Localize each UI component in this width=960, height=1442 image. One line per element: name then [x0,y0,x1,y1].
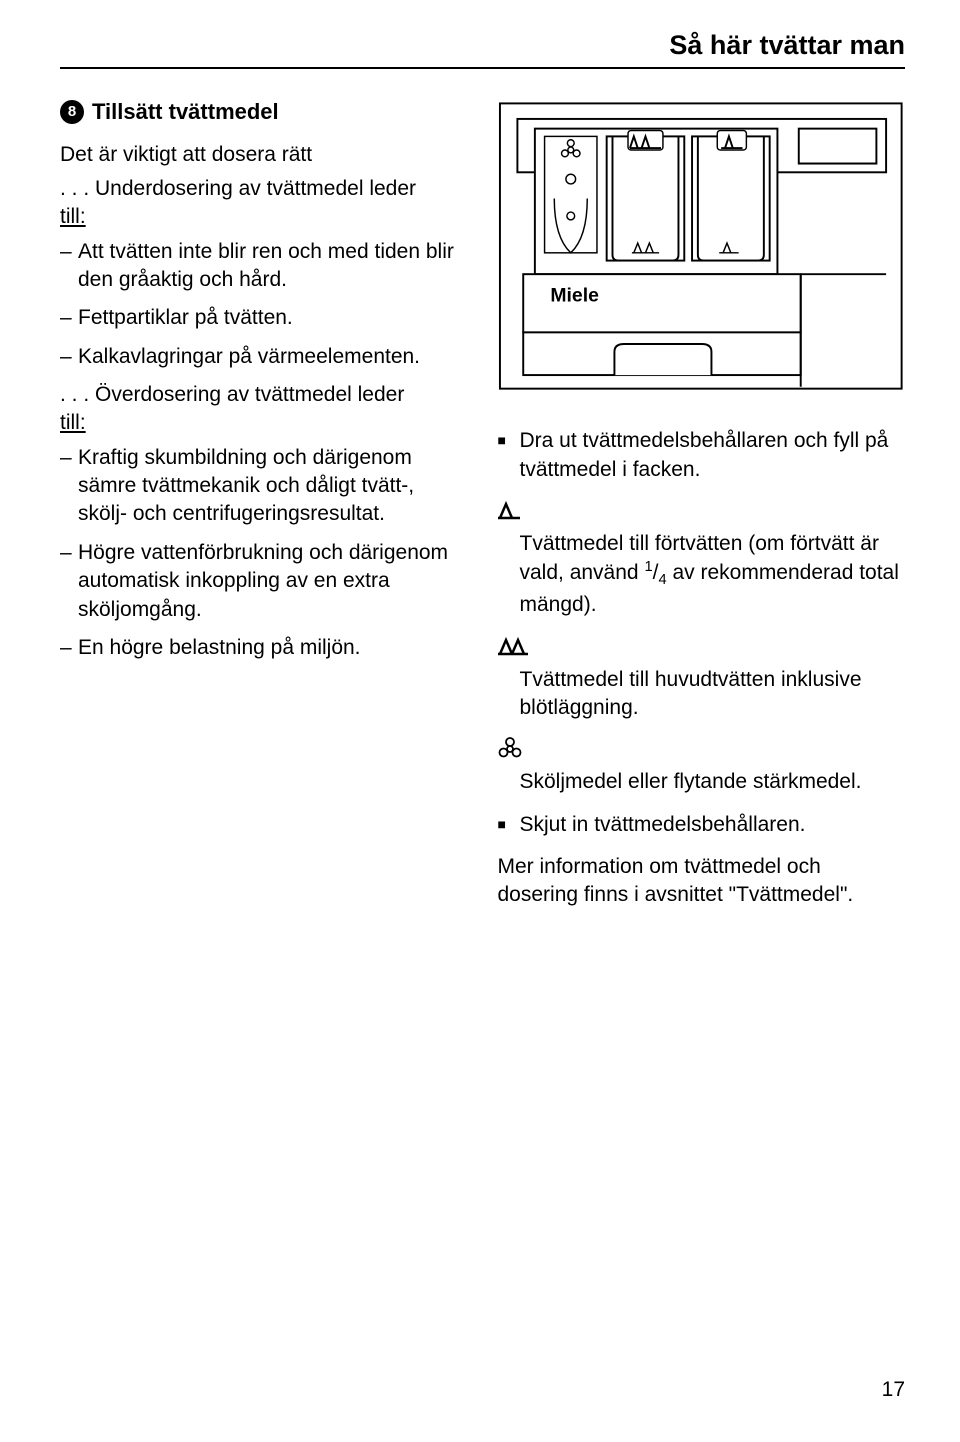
more-info-text: Mer information om tvättmedel och doseri… [498,853,906,910]
overdosing-lead-text: . . . Överdosering av tvättmedel leder [60,383,404,406]
comp1-denominator: 4 [658,573,666,589]
page-number: 17 [882,1378,905,1402]
overdosing-till: till: [60,411,86,434]
content-columns: 8 Tillsätt tvättmedel Det är viktigt att… [60,97,905,920]
softener-block: Sköljmedel eller flytande stärkmedel. [498,736,906,796]
brand-text: Miele [550,284,599,306]
softener-desc: Sköljmedel eller flytande stärkmedel. [498,768,906,796]
compartment-1-block: Tvättmedel till förtvätten (om förtvätt … [498,498,906,620]
compartment-1-icon [498,498,906,524]
underdosing-lead: . . . Underdosering av tvättmedel leder … [60,175,468,232]
step-title-text: Tillsätt tvättmedel [92,97,279,127]
underdosing-list: Att tvätten inte blir ren och med tiden … [60,238,468,371]
compartment-2-block: Tvättmedel till huvudtvätten inklusive b… [498,634,906,723]
comp1-numerator: 1 [644,559,652,575]
intro-text: Det är viktigt att dosera rätt [60,141,468,169]
compartment-2-desc: Tvättmedel till huvudtvätten inklusive b… [498,666,906,723]
list-item: En högre belastning på miljön. [60,634,468,662]
list-item: Dra ut tvättmedelsbehållaren och fyll på… [498,427,906,484]
compartment-2-icon [498,634,906,660]
flower-icon [498,736,906,762]
left-column: 8 Tillsätt tvättmedel Det är viktigt att… [60,97,468,920]
instruction-list-1: Dra ut tvättmedelsbehållaren och fyll på… [498,427,906,484]
overdosing-lead: . . . Överdosering av tvättmedel leder t… [60,381,468,438]
list-item: Att tvätten inte blir ren och med tiden … [60,238,468,295]
list-item: Högre vattenförbrukning och därigenom au… [60,539,468,624]
page-header: Så här tvättar man [60,30,905,69]
instruction-list-2: Skjut in tvättmedelsbehållaren. [498,811,906,839]
underdosing-lead-text: . . . Underdosering av tvättmedel leder [60,177,416,200]
underdosing-till: till: [60,205,86,228]
list-item: Kalkavlagringar på värmeelementen. [60,343,468,371]
list-item: Kraftig skumbildning och därigenom sämre… [60,444,468,529]
list-item: Fettpartiklar på tvätten. [60,304,468,332]
step-number-badge: 8 [60,100,84,124]
list-item: Skjut in tvättmedelsbehållaren. [498,811,906,839]
compartment-1-desc: Tvättmedel till förtvätten (om förtvätt … [498,530,906,620]
overdosing-list: Kraftig skumbildning och därigenom sämre… [60,444,468,662]
detergent-drawer-diagram: Miele [498,97,906,397]
step-title: 8 Tillsätt tvättmedel [60,97,468,127]
right-column: Miele Dra ut tvättmedelsbehållaren och f… [498,97,906,920]
